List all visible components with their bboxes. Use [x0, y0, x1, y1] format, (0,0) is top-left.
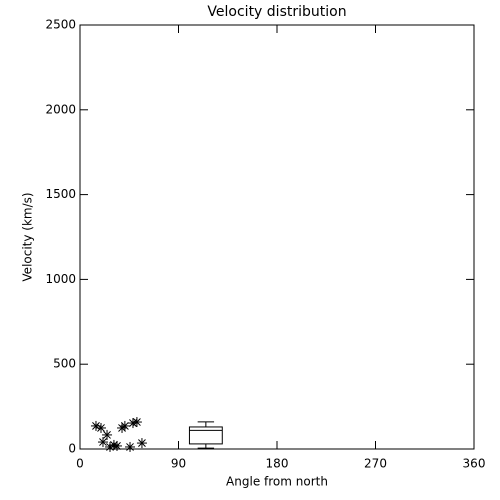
x-tick-label: 0	[76, 457, 84, 471]
point	[102, 429, 113, 440]
point	[117, 422, 128, 433]
point	[97, 437, 108, 448]
x-tick-label: 360	[463, 457, 486, 471]
y-tick-label: 2000	[45, 102, 76, 116]
point	[131, 417, 142, 428]
y-tick-label: 1000	[45, 272, 76, 286]
point-stroke	[138, 439, 146, 447]
y-tick-label: 500	[53, 357, 76, 371]
x-tick-label: 180	[266, 457, 289, 471]
y-tick-label: 0	[68, 442, 76, 456]
point-stroke	[103, 431, 111, 439]
y-tick-label: 1500	[45, 187, 76, 201]
x-tick-label: 270	[364, 457, 387, 471]
point	[96, 422, 107, 433]
point	[119, 420, 130, 431]
point-stroke	[110, 441, 118, 449]
point-stroke	[126, 443, 134, 451]
plot-frame	[79, 24, 475, 450]
chart-title: Velocity distribution	[207, 4, 346, 20]
box	[188, 426, 223, 445]
point-stroke	[113, 442, 121, 450]
point	[125, 441, 136, 452]
point-stroke	[133, 418, 141, 426]
y-tick-label: 2500	[45, 18, 76, 32]
point-stroke	[92, 422, 100, 430]
x-tick-label: 90	[171, 457, 186, 471]
point	[111, 440, 122, 451]
point	[136, 438, 147, 449]
x-axis-label: Angle from north	[226, 475, 328, 489]
y-axis-label: Velocity (km/s)	[21, 192, 35, 281]
point-stroke	[120, 422, 129, 430]
point-stroke	[99, 438, 107, 446]
point-stroke	[97, 424, 105, 432]
